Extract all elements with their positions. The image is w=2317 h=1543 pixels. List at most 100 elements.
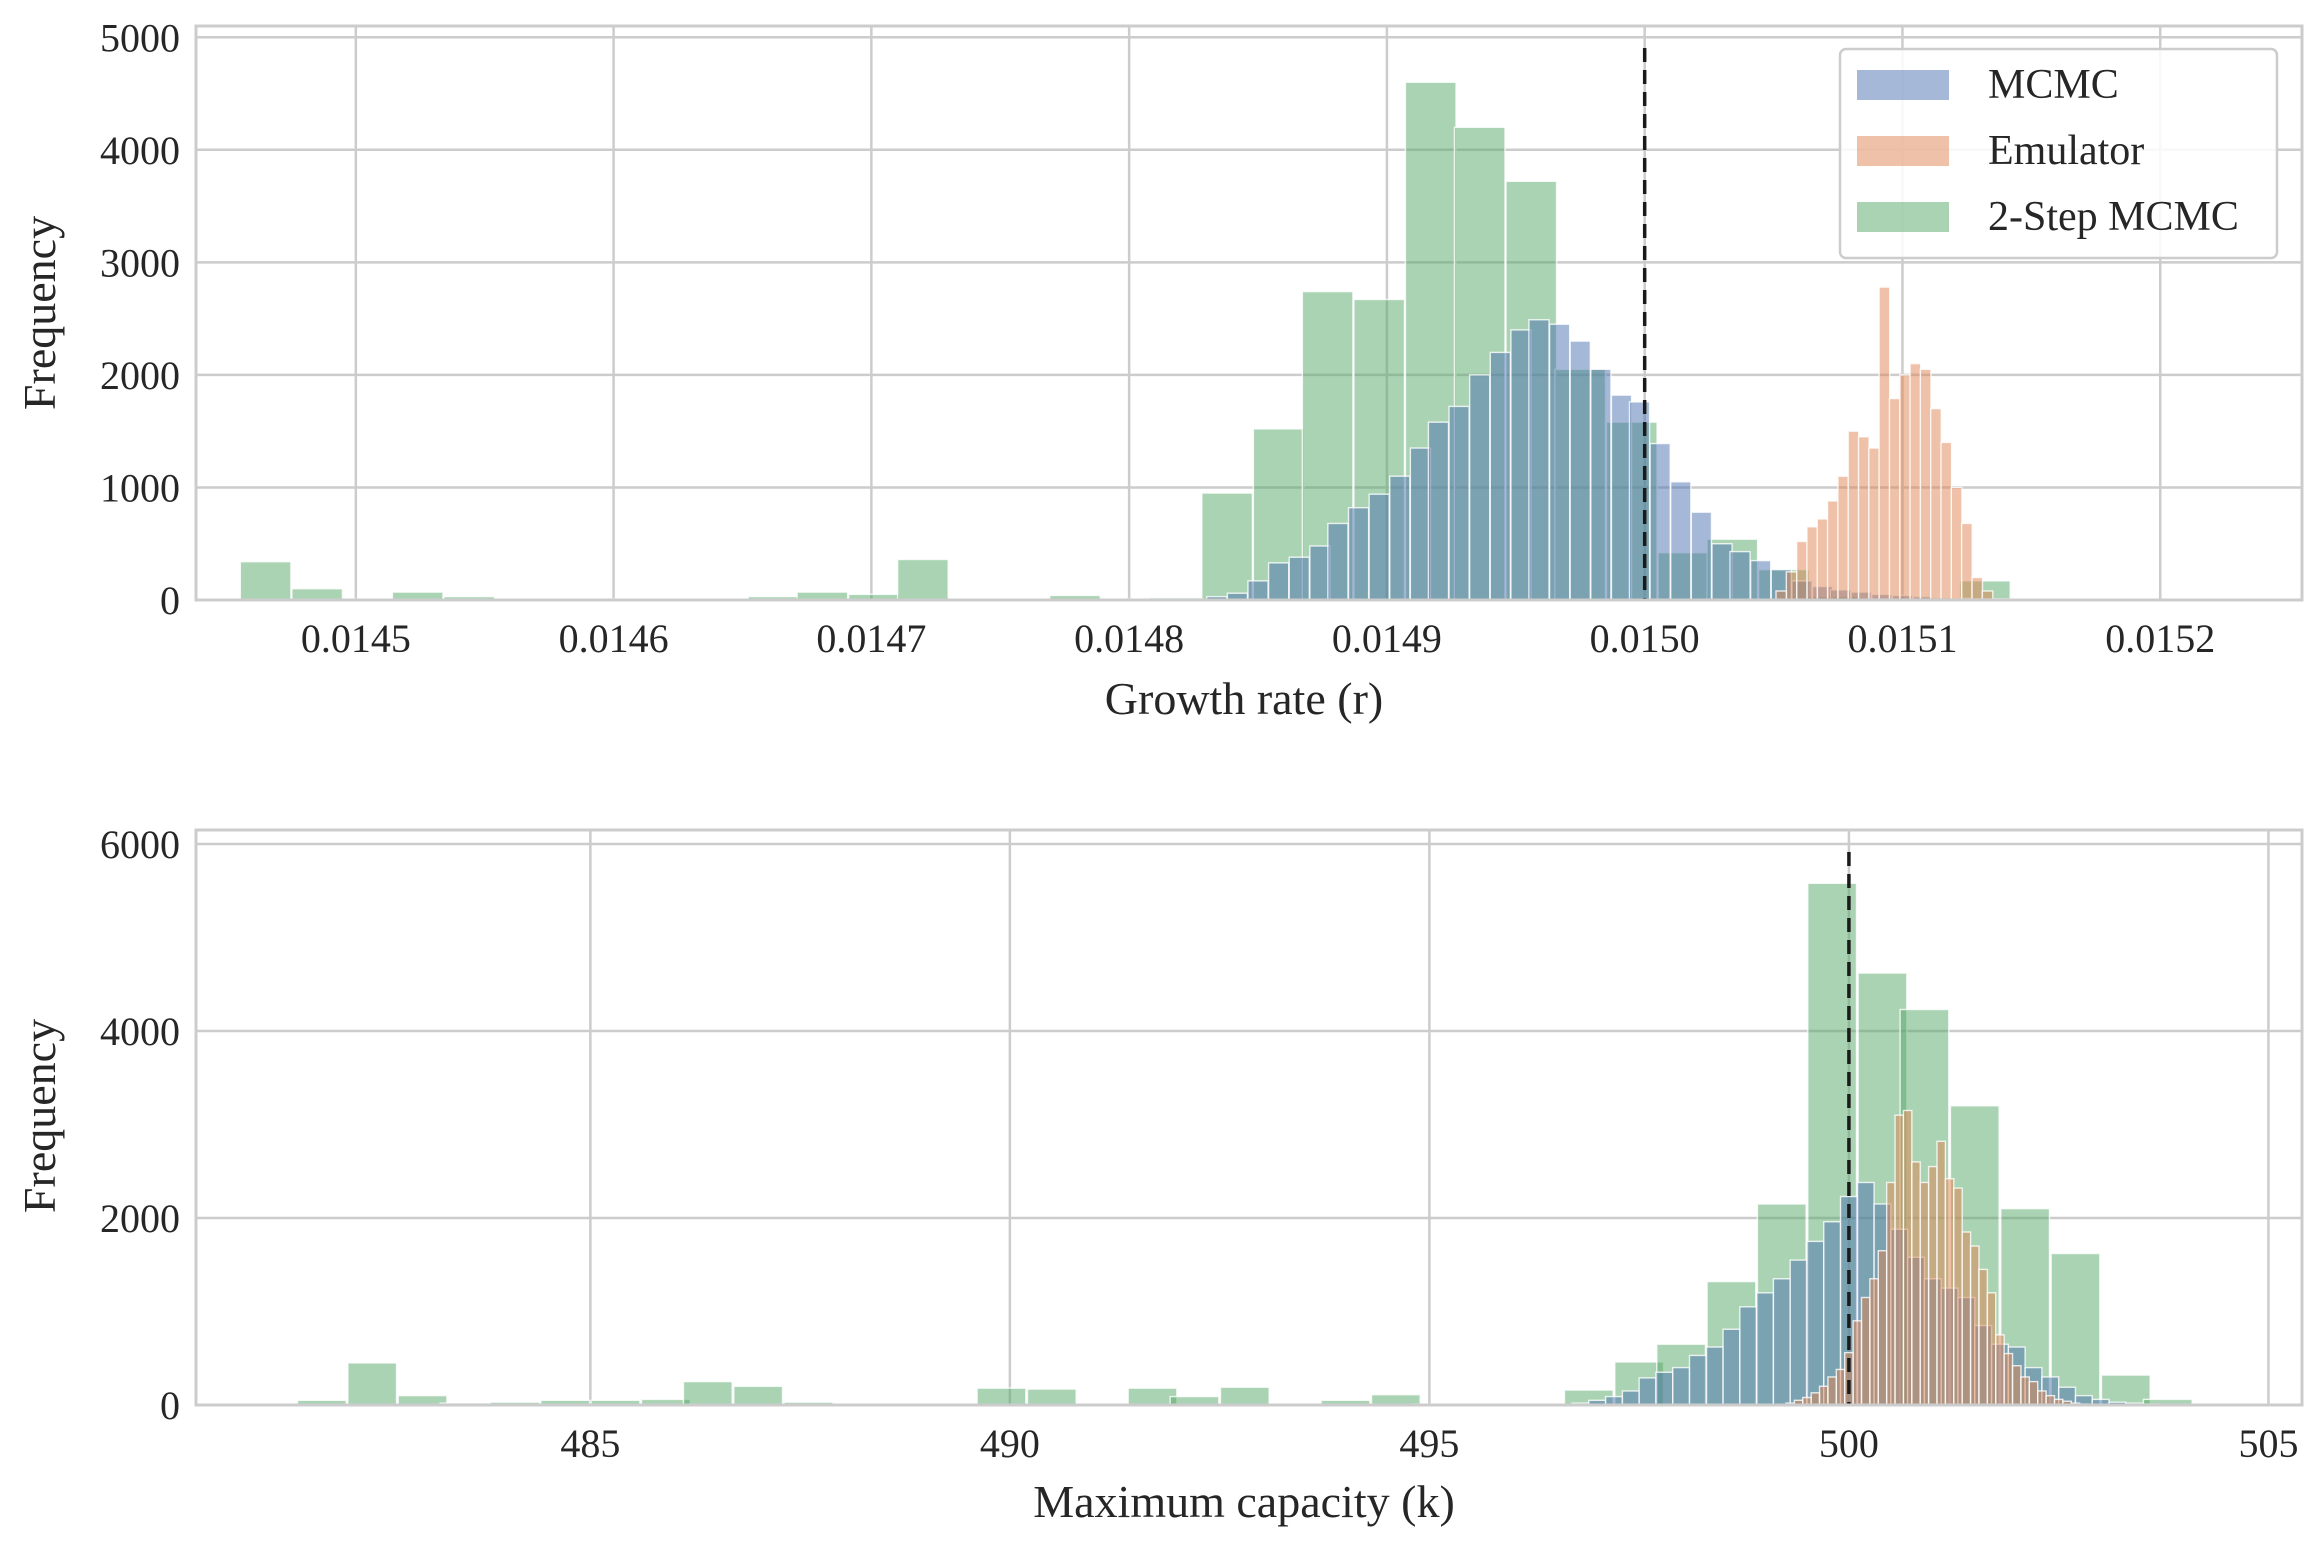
max-capacity-emulator-bar (1986, 1292, 1997, 1406)
growth-rate-emulator-series (1775, 286, 1994, 601)
growth-rate-mcmc-bar (1729, 550, 1751, 601)
max-capacity-emulator-bar (2020, 1376, 2031, 1406)
growth-rate-mcmc-bar (1628, 401, 1651, 601)
max-capacity-panel: 485 490 495 500 505 0 2000 4000 6000 Maximum ca… (14, 822, 2304, 1527)
growth-rate-emulator-bar (1971, 576, 1984, 601)
growth-rate-mcmc-bar (1327, 522, 1349, 601)
max-capacity-mcmc-bar (1806, 1240, 1825, 1406)
growth-rate-emulator-bar (1950, 486, 1963, 601)
max-capacity-mcmc-bar (1621, 1390, 1640, 1406)
growth-rate-x-tick-label: 0.0146 (559, 616, 669, 661)
max-capacity-emulator-bar (1936, 1140, 1947, 1406)
max-capacity-y-axis-label: Frequency (14, 1019, 65, 1213)
max-capacity-mcmc-bar (1705, 1346, 1724, 1406)
max-capacity-two-step-mcmc-bar (682, 1380, 733, 1406)
legend-label-emulator: Emulator (1988, 128, 2144, 174)
growth-rate-mcmc-bar (1409, 447, 1432, 601)
growth-rate-mcmc-bar (1690, 511, 1713, 601)
growth-rate-emulator-bar (1919, 368, 1932, 601)
max-capacity-emulator-bar (1953, 1187, 1963, 1406)
growth-rate-emulator-bar (1940, 441, 1953, 601)
growth-rate-mcmc-bar (1569, 340, 1591, 601)
growth-rate-two-step-mcmc-bar (239, 561, 292, 601)
growth-rate-emulator-bar (1888, 397, 1901, 601)
growth-rate-emulator-bar (1847, 430, 1860, 601)
growth-rate-y-axis-label: Frequency (14, 216, 65, 410)
growth-rate-x-axis-label: Growth rate (r) (1105, 673, 1383, 724)
growth-rate-bars (239, 81, 2053, 601)
max-capacity-y-tick-labels: 0 2000 4000 6000 (100, 822, 180, 1428)
growth-rate-y-tick-label: 4000 (100, 128, 180, 173)
growth-rate-mcmc-bar (1670, 481, 1692, 601)
growth-rate-mcmc-bar (1590, 368, 1612, 601)
growth-rate-mcmc-bar (1247, 580, 1269, 601)
max-capacity-x-tick-label: 500 (1819, 1421, 1879, 1466)
max-capacity-two-step-mcmc-bar (733, 1385, 784, 1406)
growth-rate-x-tick-label: 0.0148 (1074, 616, 1184, 661)
growth-rate-emulator-bar (1868, 447, 1881, 601)
legend-swatch-mcmc (1857, 70, 1949, 100)
max-capacity-two-step-mcmc-bar (347, 1362, 398, 1406)
max-capacity-mcmc-bar (1722, 1328, 1741, 1406)
growth-rate-mcmc-series (1206, 319, 2053, 601)
max-capacity-emulator-bar (1869, 1278, 1879, 1406)
growth-rate-two-step-mcmc-bar (291, 588, 344, 601)
legend-label-mcmc: MCMC (1988, 62, 2119, 108)
max-capacity-emulator-bar (1919, 1181, 1930, 1406)
max-capacity-emulator-bar (1902, 1109, 1913, 1406)
max-capacity-mcmc-bar (1772, 1278, 1791, 1406)
growth-rate-y-tick-label: 2000 (100, 353, 180, 398)
growth-rate-mcmc-bar (1267, 562, 1290, 601)
max-capacity-mcmc-bar (1638, 1377, 1657, 1406)
growth-rate-mcmc-bar (1548, 323, 1571, 601)
growth-rate-two-step-mcmc-series (239, 81, 2011, 601)
max-capacity-emulator-series (1785, 1109, 2089, 1406)
legend-swatch-emulator (1857, 136, 1949, 166)
max-capacity-two-step-mcmc-bar (1026, 1388, 1077, 1406)
legend-label-two-step-mcmc: 2-Step MCMC (1988, 194, 2239, 240)
growth-rate-emulator-bar (1857, 436, 1870, 601)
max-capacity-x-axis-label: Maximum capacity (k) (1033, 1476, 1455, 1527)
legend-box (1838, 47, 2279, 260)
max-capacity-emulator-bar (2037, 1390, 2047, 1406)
growth-rate-mcmc-bar (1468, 374, 1491, 601)
growth-rate-y-tick-labels: 0 1000 2000 3000 4000 5000 (100, 15, 180, 623)
growth-rate-mcmc-bar (1649, 442, 1671, 601)
max-capacity-emulator-bar (2011, 1365, 2022, 1406)
max-capacity-emulator-bar (1827, 1376, 1838, 1406)
max-capacity-mcmc-bar (1672, 1366, 1691, 1406)
max-capacity-emulator-bar (1995, 1334, 2005, 1406)
max-capacity-mcmc-bar (1655, 1371, 1674, 1406)
growth-rate-mcmc-bar (1448, 405, 1470, 601)
growth-rate-mcmc-bar (1288, 556, 1311, 601)
max-capacity-emulator-bar (1860, 1296, 1871, 1406)
growth-rate-two-step-mcmc-bar (896, 558, 949, 601)
growth-rate-x-tick-label: 0.0152 (2105, 616, 2215, 661)
max-capacity-emulator-bar (1978, 1268, 1989, 1406)
max-capacity-emulator-bar (1852, 1320, 1863, 1406)
growth-rate-mcmc-bar (1309, 545, 1331, 601)
growth-rate-x-tick-label: 0.0151 (1847, 616, 1957, 661)
growth-rate-emulator-bar (1837, 475, 1850, 601)
growth-rate-mcmc-bar (1368, 493, 1390, 601)
growth-rate-mcmc-bar (1749, 559, 1772, 601)
max-capacity-x-tick-label: 495 (1399, 1421, 1459, 1466)
max-capacity-emulator-bar (1927, 1165, 1938, 1406)
max-capacity-emulator-bar (1818, 1385, 1829, 1406)
growth-rate-mcmc-bar (1389, 475, 1411, 601)
growth-rate-panel: 0.0145 0.0146 0.0147 0.0148 0.0149 0.0150 0.01… (14, 15, 2304, 724)
max-capacity-y-tick-label: 0 (160, 1383, 180, 1428)
growth-rate-emulator-bar (1826, 500, 1839, 601)
growth-rate-mcmc-bar (1528, 319, 1550, 601)
growth-rate-x-tick-label: 0.0147 (816, 616, 926, 661)
max-capacity-emulator-bar (1911, 1161, 1921, 1406)
max-capacity-x-tick-label: 505 (2238, 1421, 2298, 1466)
growth-rate-emulator-bar (1795, 540, 1808, 601)
growth-rate-emulator-bar (1785, 571, 1798, 601)
legend-swatch-two-step-mcmc (1857, 202, 1949, 232)
max-capacity-emulator-bar (1961, 1231, 1972, 1406)
max-capacity-emulator-bar (1810, 1392, 1821, 1406)
max-capacity-emulator-bar (2003, 1352, 2014, 1406)
max-capacity-x-tick-label: 485 (560, 1421, 620, 1466)
